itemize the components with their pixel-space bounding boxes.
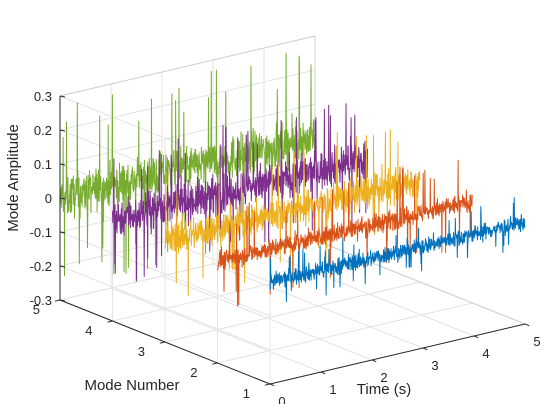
x-tick-label: 5 (533, 334, 540, 349)
z-tick-label: 0 (45, 191, 52, 206)
z-tick-label: -0.2 (30, 259, 52, 274)
y-tick-mark (212, 362, 218, 365)
x-tick-mark (371, 359, 377, 363)
x-tick-mark (422, 347, 428, 351)
z-tick-label: 0.2 (34, 123, 52, 138)
x-tick-mark (269, 383, 275, 387)
floor-grid-line (112, 260, 368, 322)
wall-grid-line (59, 103, 316, 165)
z-tick-mark (59, 197, 66, 200)
x-tick-label: 1 (329, 382, 336, 397)
z-tick-label: -0.3 (30, 293, 52, 308)
wall-grid-line (59, 265, 271, 351)
z-tick-label: -0.1 (30, 225, 52, 240)
y-tick-mark (54, 299, 61, 302)
series-layer (59, 52, 526, 307)
series-mode-4 (112, 103, 368, 282)
y-tick-label: 4 (85, 323, 92, 338)
wall-grid-line (59, 197, 271, 283)
box-edge (314, 239, 526, 325)
x-axis-line (269, 323, 526, 385)
z-tick-mark (59, 299, 66, 302)
axes-layer (54, 95, 530, 387)
z-tick-label: 0.1 (34, 157, 52, 172)
x-tick-label: 3 (431, 358, 438, 373)
series-mode-2 (217, 159, 473, 307)
y-tick-label: 3 (138, 344, 145, 359)
y-tick-label: 1 (243, 386, 250, 401)
x-axis-label: Time (s) (357, 381, 411, 398)
y-tick-mark (264, 383, 271, 386)
y-tick-label: 2 (190, 365, 197, 380)
z-tick-mark (59, 163, 66, 166)
x-tick-mark (320, 371, 326, 375)
z-axis-label: Mode Amplitude (5, 124, 22, 232)
series-mode-3 (164, 129, 421, 296)
wall-grid-line (59, 129, 271, 215)
floor-grid-line (217, 302, 473, 364)
y-axis-label: Mode Number (84, 377, 179, 394)
box-edge (59, 35, 316, 97)
y-tick-mark (159, 341, 166, 344)
y-tick-mark (107, 320, 113, 323)
z-tick-label: 0.3 (34, 89, 52, 104)
x-tick-label: 4 (482, 346, 489, 361)
x-tick-label: 0 (278, 394, 285, 404)
z-tick-mark (59, 95, 66, 98)
x-tick-label: 2 (380, 370, 387, 385)
x-tick-mark (473, 335, 479, 339)
floor-grid-line (164, 281, 421, 343)
z-tick-mark (59, 129, 66, 132)
x-tick-mark (524, 323, 530, 327)
series-mode-1 (269, 197, 526, 302)
z-tick-mark (59, 231, 66, 234)
y-tick-label: 5 (33, 302, 40, 317)
wall-grid-line (59, 231, 271, 317)
wall-grid-line (59, 69, 316, 131)
z-tick-mark (59, 265, 66, 268)
